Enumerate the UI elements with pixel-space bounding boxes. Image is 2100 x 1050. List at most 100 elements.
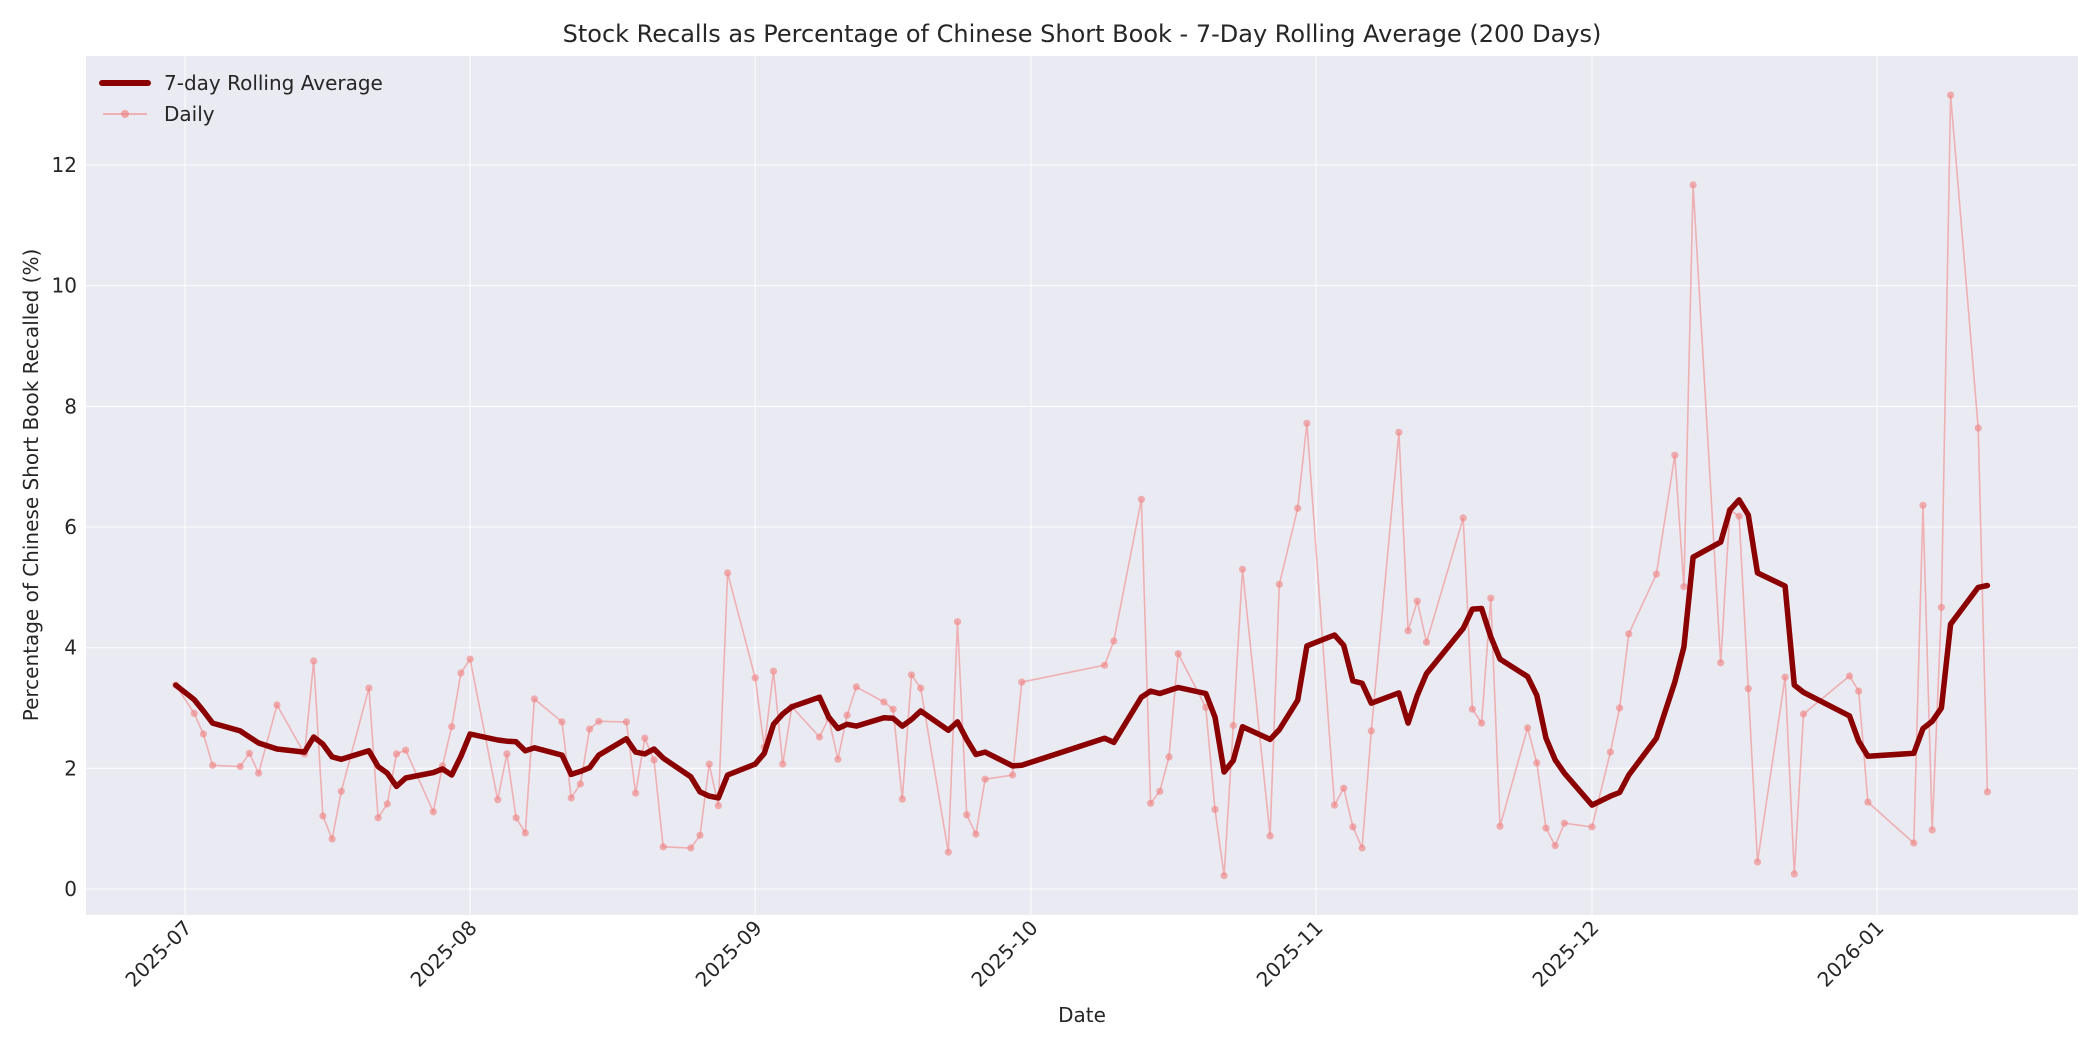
y-tick-label: 4 bbox=[64, 636, 77, 660]
daily-marker bbox=[880, 698, 888, 706]
daily-marker bbox=[328, 835, 336, 843]
daily-marker bbox=[852, 683, 860, 691]
daily-marker bbox=[834, 755, 842, 763]
daily-marker bbox=[1689, 181, 1697, 189]
daily-marker bbox=[1947, 91, 1955, 99]
daily-marker bbox=[687, 844, 695, 852]
plot-area bbox=[86, 56, 2078, 915]
daily-marker bbox=[1606, 748, 1614, 756]
daily-marker bbox=[1542, 824, 1550, 832]
daily-marker bbox=[907, 671, 916, 679]
daily-marker bbox=[1156, 787, 1164, 795]
daily-marker bbox=[1422, 638, 1431, 646]
daily-marker bbox=[1744, 685, 1752, 693]
daily-marker bbox=[521, 829, 529, 837]
daily-marker bbox=[576, 780, 585, 788]
daily-marker bbox=[769, 667, 778, 675]
daily-marker bbox=[1211, 805, 1219, 814]
daily-marker bbox=[1928, 826, 1936, 834]
daily-marker bbox=[1367, 727, 1375, 735]
daily-marker bbox=[1524, 724, 1532, 732]
daily-marker bbox=[659, 843, 667, 851]
daily-marker bbox=[1671, 451, 1679, 459]
daily-marker bbox=[1174, 650, 1182, 658]
daily-marker bbox=[1009, 771, 1017, 779]
daily-marker bbox=[889, 705, 897, 713]
daily-marker bbox=[779, 760, 787, 768]
x-tick-label: 2025-10 bbox=[966, 916, 1042, 992]
daily-marker bbox=[1910, 839, 1918, 847]
daily-marker bbox=[1983, 788, 1991, 796]
daily-marker bbox=[595, 717, 603, 725]
daily-marker bbox=[917, 684, 925, 692]
daily-marker bbox=[310, 657, 318, 665]
daily-marker bbox=[1790, 870, 1798, 878]
daily-marker bbox=[714, 802, 723, 810]
daily-marker bbox=[1165, 753, 1173, 761]
y-tick-label: 2 bbox=[64, 756, 77, 780]
daily-marker bbox=[1330, 801, 1339, 809]
daily-marker bbox=[1275, 580, 1283, 588]
daily-marker bbox=[981, 775, 989, 783]
daily-marker bbox=[1413, 597, 1421, 605]
daily-marker bbox=[1560, 819, 1568, 827]
daily-marker bbox=[1652, 570, 1660, 578]
daily-marker bbox=[1147, 799, 1155, 807]
daily-marker bbox=[622, 718, 631, 726]
daily-marker bbox=[1781, 673, 1789, 681]
daily-marker bbox=[402, 746, 410, 754]
daily-marker bbox=[1496, 822, 1504, 830]
daily-marker bbox=[337, 787, 345, 795]
daily-marker bbox=[1717, 659, 1725, 667]
daily-marker bbox=[650, 756, 658, 764]
daily-marker bbox=[392, 750, 401, 758]
daily-marker bbox=[1395, 428, 1403, 436]
daily-marker bbox=[383, 800, 391, 808]
daily-marker bbox=[558, 718, 566, 726]
x-axis-ticks: 2025-07 2025-08 2025-09 2025-10 2025-11 2025-… bbox=[120, 916, 1888, 992]
daily-marker bbox=[319, 812, 327, 820]
daily-marker bbox=[751, 674, 759, 682]
y-tick-label: 6 bbox=[64, 515, 77, 539]
daily-marker bbox=[1468, 705, 1476, 713]
x-axis-label: Date bbox=[1058, 1003, 1106, 1027]
y-tick-label: 12 bbox=[52, 153, 77, 177]
daily-marker bbox=[1616, 704, 1624, 712]
daily-marker bbox=[1753, 858, 1762, 866]
x-tick-label: 2026-01 bbox=[1813, 916, 1889, 992]
daily-marker bbox=[190, 709, 198, 718]
daily-marker bbox=[953, 618, 962, 626]
daily-marker bbox=[512, 814, 520, 822]
gridlines bbox=[86, 56, 2078, 915]
daily-marker bbox=[1110, 637, 1118, 645]
daily-marker bbox=[1937, 603, 1945, 611]
daily-marker bbox=[1864, 798, 1872, 806]
daily-marker bbox=[1340, 784, 1348, 792]
x-tick-label: 2025-11 bbox=[1252, 916, 1328, 992]
daily-marker bbox=[1919, 501, 1927, 509]
daily-marker bbox=[1855, 687, 1863, 695]
daily-marker bbox=[1349, 823, 1357, 831]
daily-marker bbox=[245, 749, 253, 757]
daily-marker bbox=[273, 701, 281, 709]
daily-marker bbox=[530, 695, 539, 703]
daily-marker bbox=[898, 795, 906, 803]
daily-marker bbox=[255, 769, 263, 777]
daily-marker bbox=[199, 730, 207, 738]
y-tick-label: 8 bbox=[64, 394, 77, 418]
daily-marker bbox=[1478, 719, 1486, 727]
daily-marker bbox=[1625, 630, 1633, 638]
daily-marker bbox=[1459, 514, 1467, 522]
daily-marker bbox=[1303, 419, 1311, 427]
x-tick-label: 2025-09 bbox=[691, 916, 767, 992]
daily-marker bbox=[944, 848, 952, 856]
x-tick-label: 2025-08 bbox=[406, 916, 482, 992]
daily-marker bbox=[1358, 844, 1366, 852]
daily-marker bbox=[567, 794, 575, 802]
daily-marker bbox=[1220, 872, 1228, 880]
daily-marker bbox=[696, 831, 704, 839]
daily-marker bbox=[1487, 594, 1495, 602]
chart-title: Stock Recalls as Percentage of Chinese S… bbox=[563, 20, 1602, 48]
y-tick-label: 0 bbox=[64, 877, 77, 901]
